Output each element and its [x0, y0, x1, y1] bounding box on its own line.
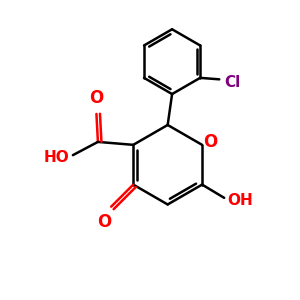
Text: HO: HO [44, 150, 70, 165]
Text: Cl: Cl [224, 75, 241, 90]
Text: O: O [97, 213, 111, 231]
Text: O: O [89, 88, 103, 106]
Text: O: O [203, 134, 218, 152]
Text: OH: OH [227, 193, 253, 208]
